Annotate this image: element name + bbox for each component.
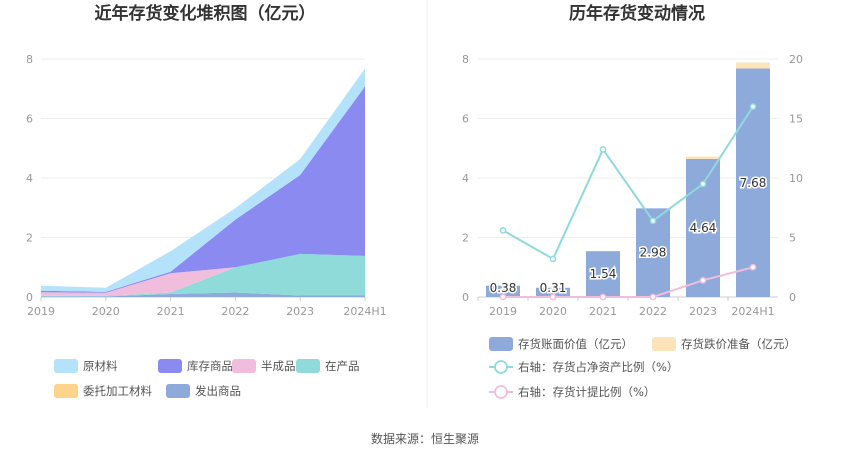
line-point	[649, 293, 657, 301]
legend-label: 存货账面价值（亿元）	[518, 337, 633, 351]
legend-swatch	[54, 384, 78, 398]
left-axis-tick-label: 6	[462, 113, 469, 126]
legend-label: 库存商品	[187, 359, 233, 373]
area-series	[41, 86, 365, 293]
legend-marker	[494, 385, 508, 399]
left-x-tick-label: 2024H1	[343, 305, 386, 318]
bar-data-label: 1.54	[590, 267, 617, 281]
right-x-tick-label: 2022	[639, 305, 667, 318]
left-chart-title: 近年存货变化堆积图（亿元）	[95, 3, 316, 24]
right-chart: 0 2 4 6 8 0 5 10 15 20 2019 2020 2021 2022 2023 2024H1 0…	[462, 53, 803, 399]
bar-provision	[736, 62, 770, 69]
right-x-tick-label: 2024H1	[731, 305, 774, 318]
right-x-tick-label: 2019	[489, 305, 517, 318]
left-chart: 0 2 4 6 8 2019 2020 2021 2022 2023 2024H1 原材料 库存商品 半成…	[26, 53, 387, 398]
left-y-tick-label: 6	[26, 113, 33, 126]
right-axis-tick-label: 20	[789, 53, 803, 66]
legend-label: 右轴：存货占净资产比例（%）	[518, 360, 678, 374]
area-series	[41, 253, 365, 296]
area-series	[41, 292, 365, 297]
bar-book-value	[586, 251, 620, 297]
legend-label: 发出商品	[195, 384, 241, 398]
bar-book-value	[486, 285, 520, 297]
right-chart-title: 历年存货变动情况	[569, 3, 705, 24]
left-x-tick-label: 2022	[221, 305, 249, 318]
right-axis-tick-label: 5	[789, 232, 796, 245]
legend-label: 在产品	[325, 359, 360, 373]
legend-marker	[494, 360, 508, 374]
line-point	[549, 293, 557, 301]
line-point	[699, 180, 707, 188]
line-point	[499, 227, 507, 234]
legend-label: 半成品	[261, 359, 296, 373]
line-point	[649, 217, 657, 225]
line-point	[749, 263, 757, 271]
left-axis-tick-label: 0	[462, 291, 469, 304]
line-point	[599, 146, 607, 153]
left-x-tick-label: 2021	[157, 305, 185, 318]
right-axis-tick-label: 10	[789, 172, 803, 185]
bar-book-value	[536, 287, 570, 297]
right-x-tick-label: 2023	[689, 305, 717, 318]
line-point	[549, 255, 557, 263]
bar-data-label: 4.64	[690, 221, 717, 235]
bar-data-label: 2.98	[640, 246, 667, 260]
left-x-tick-label: 2020	[92, 305, 120, 318]
line-series	[503, 266, 754, 298]
legend-swatch	[166, 384, 190, 398]
left-y-tick-label: 8	[26, 53, 33, 66]
bar-data-label: 7.68	[740, 176, 767, 190]
bar-provision	[686, 156, 720, 159]
legend-label: 原材料	[83, 359, 118, 373]
line-point	[699, 276, 707, 284]
bar-data-label: 0.38	[490, 281, 517, 295]
right-x-tick-label: 2021	[589, 305, 617, 318]
legend-label: 右轴：存货计提比例（%）	[518, 385, 655, 399]
legend-swatch	[54, 359, 78, 373]
legend-swatch	[652, 337, 676, 351]
left-x-tick-label: 2023	[286, 305, 314, 318]
bar-data-label: 0.31	[540, 281, 567, 295]
legend-label: 存货跌价准备（亿元）	[681, 337, 796, 351]
legend-label: 委托加工材料	[83, 384, 152, 398]
legend-swatch	[296, 359, 320, 373]
area-series	[41, 253, 365, 297]
legend-swatch	[489, 337, 513, 351]
line-point	[499, 293, 507, 301]
left-axis-tick-label: 4	[462, 172, 469, 185]
right-axis-tick-label: 0	[789, 291, 796, 304]
legend-swatch	[232, 359, 256, 373]
right-x-tick-label: 2020	[539, 305, 567, 318]
line-point	[749, 103, 757, 110]
line-point	[599, 293, 607, 301]
line-series	[502, 106, 754, 261]
left-axis-tick-label: 2	[462, 232, 469, 245]
right-axis-tick-label: 15	[789, 113, 803, 126]
data-source: 数据来源：恒生聚源	[371, 431, 479, 446]
left-y-tick-label: 2	[26, 232, 33, 245]
left-y-tick-label: 0	[26, 291, 33, 304]
left-axis-tick-label: 8	[462, 53, 469, 66]
left-y-tick-label: 4	[26, 172, 33, 185]
left-x-tick-label: 2019	[27, 305, 55, 318]
legend-swatch	[158, 359, 182, 373]
